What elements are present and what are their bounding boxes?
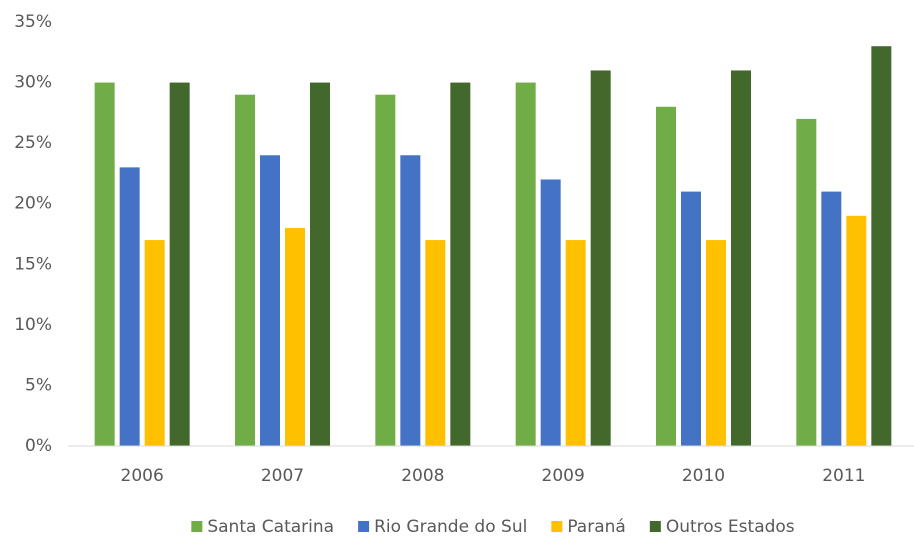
bar <box>400 155 421 446</box>
bar <box>119 167 140 446</box>
x-tick-label: 2009 <box>542 466 585 486</box>
y-tick-label: 0% <box>25 436 52 456</box>
bar <box>235 94 255 446</box>
bar <box>260 155 280 446</box>
bar <box>871 46 892 446</box>
legend-label: Paraná <box>567 517 626 537</box>
bar <box>375 94 396 446</box>
bar <box>515 82 536 447</box>
bar <box>565 240 586 446</box>
y-tick-label: 25% <box>14 133 52 153</box>
bar <box>144 240 165 446</box>
bar <box>285 227 305 446</box>
legend-label: Outros Estados <box>666 517 795 537</box>
bar <box>169 82 190 447</box>
legend-swatch <box>191 521 203 532</box>
x-tick-label: 2007 <box>261 466 304 486</box>
bar <box>706 240 726 446</box>
legend-label: Rio Grande do Sul <box>374 517 527 537</box>
y-tick-label: 10% <box>14 315 52 335</box>
legend-swatch <box>358 521 370 532</box>
legend-swatch <box>551 521 563 532</box>
bar <box>94 82 115 447</box>
x-tick-label: 2008 <box>401 466 444 486</box>
bar <box>590 70 611 446</box>
bar <box>796 118 817 447</box>
bar <box>425 240 446 446</box>
y-tick-label: 30% <box>14 73 52 93</box>
bar <box>846 215 867 446</box>
legend-label: Santa Catarina <box>207 517 334 537</box>
bar <box>540 179 561 446</box>
y-tick-label: 15% <box>14 254 52 274</box>
legend-swatch <box>649 521 661 532</box>
y-tick-label: 35% <box>14 12 52 32</box>
bar <box>310 82 330 447</box>
x-tick-label: 2006 <box>121 466 164 486</box>
bar <box>681 191 701 446</box>
bar <box>731 70 751 446</box>
y-tick-label: 5% <box>25 375 52 395</box>
y-tick-label: 20% <box>14 194 52 214</box>
x-tick-label: 2010 <box>682 466 725 486</box>
bar <box>656 106 676 447</box>
x-tick-label: 2011 <box>822 466 865 486</box>
legend: Santa Catarina Rio Grande do Sul Paraná Out… <box>191 517 795 537</box>
bar <box>821 191 842 446</box>
bar <box>450 82 471 447</box>
